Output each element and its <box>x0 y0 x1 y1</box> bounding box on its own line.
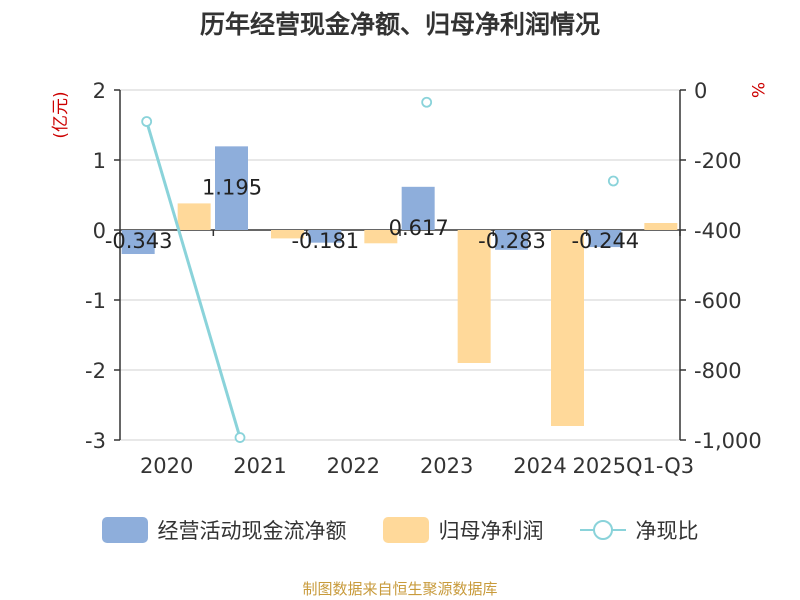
right-tick-label: -200 <box>694 149 742 173</box>
bar-net-profit <box>364 230 398 244</box>
ratio-point <box>234 432 246 443</box>
bar-net-profit <box>457 230 491 363</box>
axes <box>114 89 686 441</box>
left-tick-label: 0 <box>93 219 106 243</box>
ratio-point <box>141 116 153 127</box>
chart-title: 历年经营现金净额、归母净利润情况 <box>200 10 600 39</box>
left-tick-label: -3 <box>85 429 106 453</box>
data-label-cashflow: 1.195 <box>202 175 262 199</box>
legend-label-net-profit: 归母净利润 <box>438 519 544 543</box>
data-label-cashflow: -0.343 <box>105 229 173 253</box>
data-label-cashflow: -0.244 <box>571 229 639 253</box>
ratio-line <box>141 96 619 443</box>
bar-net-profit <box>644 223 678 230</box>
right-tick-label: -800 <box>694 359 742 383</box>
bar-cashflow <box>401 186 435 230</box>
bar-net-profit <box>551 230 584 426</box>
right-tick-label: -600 <box>694 289 742 313</box>
left-axis-label: (亿元) <box>51 91 71 138</box>
category-label: 2020 <box>140 454 193 478</box>
source-note: 制图数据来自恒生聚源数据库 <box>302 580 498 598</box>
ratio-line-segment <box>145 121 242 438</box>
left-tick-label: 2 <box>93 79 106 103</box>
ratio-point <box>607 175 619 187</box>
legend-item-ratio[interactable]: 净现比 <box>579 515 699 545</box>
category-label: 2025Q1-Q3 <box>573 454 695 478</box>
right-tick-label: -1,000 <box>694 429 762 453</box>
category-label: 2022 <box>327 454 380 478</box>
bar-cashflow <box>588 230 622 248</box>
ratio-point <box>421 96 433 108</box>
right-tick-label: 0 <box>694 79 707 103</box>
legend: 经营活动现金流净额 归母净利润 净现比 <box>0 515 800 545</box>
left-tick-label: 1 <box>93 149 106 173</box>
bar-net-profit <box>177 203 211 230</box>
category-label: 2021 <box>233 454 286 478</box>
data-label-cashflow: -0.283 <box>478 229 546 253</box>
data-label-cashflow: 0.617 <box>389 216 449 240</box>
right-axis-label: % <box>747 82 767 98</box>
tick-labels: 2 1 0 -1 -2 -3 0 -200 -400 -600 -800 -1,000 2020 2021… <box>85 79 762 478</box>
bars <box>121 146 678 426</box>
bar-cashflow <box>215 146 248 230</box>
bar-cashflow <box>495 230 528 250</box>
category-label: 2024 <box>513 454 566 478</box>
legend-item-net-profit[interactable]: 归母净利润 <box>382 515 544 545</box>
bar-cashflow <box>121 230 155 255</box>
legend-swatch-cashflow <box>101 517 148 543</box>
bar-cashflow <box>308 230 342 243</box>
data-label-cashflow: -0.181 <box>291 229 359 253</box>
left-tick-label: -1 <box>85 289 106 313</box>
right-tick-label: -400 <box>694 219 742 243</box>
left-tick-label: -2 <box>85 359 106 383</box>
legend-item-cashflow[interactable]: 经营活动现金流净额 <box>101 515 347 545</box>
grid <box>120 89 680 441</box>
category-label: 2023 <box>420 454 473 478</box>
bar-net-profit <box>271 230 304 239</box>
legend-label-ratio: 净现比 <box>635 519 699 543</box>
legend-label-cashflow: 经营活动现金流净额 <box>157 519 347 543</box>
legend-swatch-net-profit <box>382 517 429 543</box>
legend-swatch-ratio <box>579 517 626 543</box>
data-labels: -0.343 1.195 -0.181 0.617 -0.283 -0.244 <box>105 175 639 253</box>
